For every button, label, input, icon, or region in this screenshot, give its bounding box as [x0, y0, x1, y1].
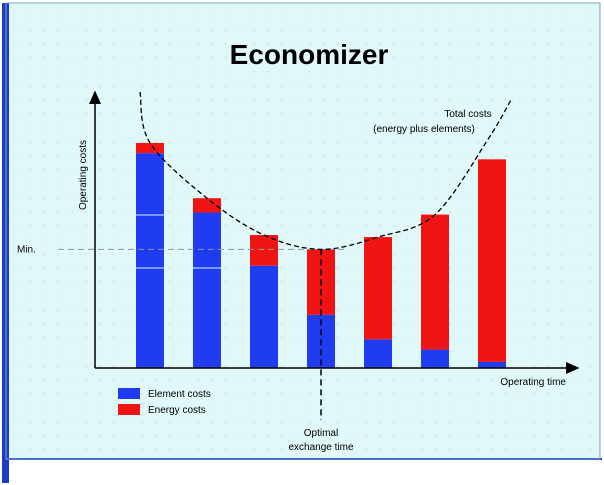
legend-swatch-element-costs — [118, 388, 140, 399]
chart-frame-outline — [5, 2, 601, 460]
bar-element-costs-5 — [364, 339, 392, 368]
curve-label-line2: (energy plus elements) — [373, 124, 475, 135]
legend-label-energy-costs: Energy costs — [148, 405, 206, 416]
bar-energy-costs-2 — [193, 198, 221, 213]
legend-swatch-energy-costs — [118, 404, 140, 415]
x-axis-label: Operating time — [500, 377, 566, 388]
bar-energy-costs-3 — [250, 235, 278, 266]
minimum-label: Min. — [17, 244, 36, 255]
optimal-label-line1: Optimal — [304, 428, 338, 439]
bar-energy-costs-1 — [136, 142, 164, 154]
chart-title: Economizer — [230, 39, 389, 70]
legend-label-element-costs: Element costs — [148, 389, 211, 400]
curve-label-line1: Total costs — [444, 109, 491, 120]
bar-element-costs-3 — [250, 265, 278, 368]
bars-group — [136, 142, 506, 368]
bar-energy-costs-6 — [421, 214, 449, 350]
bar-element-costs-1 — [136, 153, 164, 368]
optimal-label-line2: exchange time — [288, 442, 353, 453]
bar-element-costs-6 — [421, 349, 449, 368]
bar-energy-costs-7 — [478, 159, 506, 362]
legend: Element costs Energy costs — [118, 388, 211, 416]
bar-element-costs-7 — [478, 361, 506, 368]
y-axis-label: Operating costs — [78, 140, 89, 210]
bar-element-costs-2 — [193, 212, 221, 368]
bar-energy-costs-5 — [364, 237, 392, 340]
